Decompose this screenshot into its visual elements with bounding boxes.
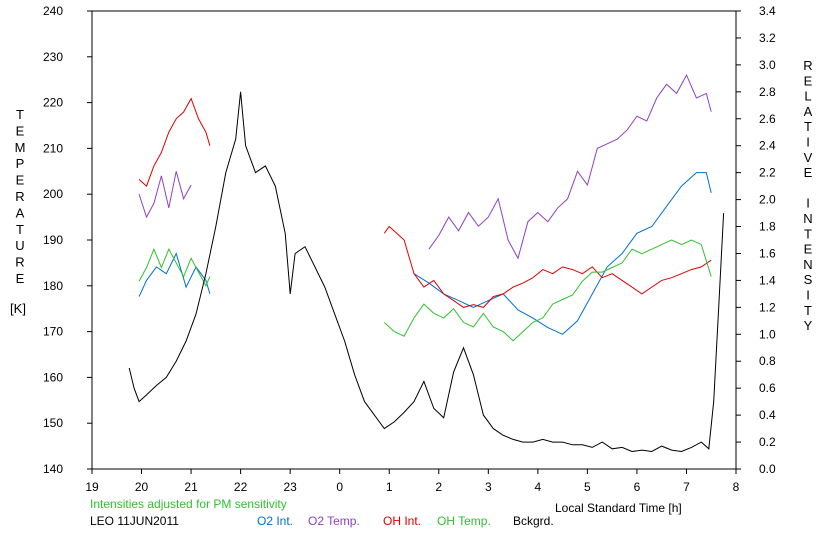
axis-label-letter: T [804,119,812,134]
legend-o2-temp: O2 Temp. [308,514,360,528]
y2-tick-label: 2.6 [759,112,776,126]
y2-tick-label: 0.4 [759,408,776,422]
axis-label-letter: T [16,222,24,237]
plot-frame [91,10,737,470]
series-line-oh-temp [138,247,211,287]
x-tick-label: 20 [135,480,149,494]
x-tick-label: 6 [634,480,641,494]
x-tick-label: 5 [584,480,591,494]
x-tick-label: 8 [733,480,740,494]
axis-label-letter: I [806,288,810,303]
legend-oh-int: OH Int. [383,514,421,528]
y-tick-label: 220 [43,96,63,110]
x-tick-label: 22 [234,480,248,494]
x-tick-label: 23 [283,480,297,494]
legend-o2-int: O2 Int. [257,514,293,528]
axis-label-letter: V [804,150,813,165]
axis-label-letter: I [806,135,810,150]
y-tick-label: 210 [43,141,63,155]
series-line-o2-temp [138,171,192,219]
axis-label-letter: E [804,242,813,257]
x-axis-label: Local Standard Time [h] [555,501,682,515]
axis-label-letter: S [804,272,813,287]
y2-tick-label: 1.0 [759,327,776,341]
y-tick-label: 240 [43,4,63,18]
y2-tick-label: 2.4 [759,139,776,153]
axis-label-letter: R [803,58,812,73]
axis-label-letter: Y [804,318,813,333]
axis-label-letter: N [803,257,812,272]
x-tick-label: 21 [184,480,198,494]
series-line-bckgrd [128,91,725,453]
axis-label-letter: R [15,255,24,270]
axis-label-letter: A [16,205,25,220]
axis-label-letter: E [16,123,25,138]
y-axis-unit: [K] [10,301,26,316]
y2-tick-label: 0.2 [759,435,776,449]
y2-tick-label: 2.8 [759,85,776,99]
axis-label-letter: M [15,140,26,155]
axis-label-letter: R [15,189,24,204]
axis-label-letter: E [804,165,813,180]
series-line-oh-int [138,97,211,187]
series-line-oh-int [383,225,712,308]
y-tick-label: 170 [43,325,63,339]
axis-label-letter: E [16,271,25,286]
y2-tick-label: 0.0 [759,462,776,476]
axis-label-letter: T [804,226,812,241]
legend-oh-temp: OH Temp. [437,514,491,528]
x-tick-label: 1 [386,480,393,494]
axis-label-letter: I [806,196,810,211]
y2-tick-label: 1.8 [759,220,776,234]
axis-label-letter: A [804,104,813,119]
legend-bckgrd: Bckgrd. [513,514,554,528]
axis-label-letter: T [804,303,812,318]
x-tick-label: 19 [85,480,99,494]
y-tick-label: 190 [43,233,63,247]
y-tick-label: 160 [43,370,63,384]
x-tick-label: 4 [535,480,542,494]
series-line-oh-temp [383,239,712,342]
y-tick-label: 230 [43,50,63,64]
axis-label-letter: E [16,173,25,188]
y2-tick-label: 2.0 [759,193,776,207]
y2-tick-label: 0.8 [759,354,776,368]
y-tick-label: 140 [43,462,63,476]
x-tick-label: 7 [683,480,690,494]
y2-tick-label: 3.0 [759,58,776,72]
axis-label-letter: T [16,107,24,122]
x-tick-label: 2 [435,480,442,494]
axis-label-letter: N [803,211,812,226]
x-tick-label: 0 [336,480,343,494]
axis-label-letter: L [804,89,811,104]
axis-label-letter: E [804,73,813,88]
x-tick-label: 3 [485,480,492,494]
station-label: LEO 11JUN2011 [90,514,179,528]
y2-tick-label: 3.2 [759,31,776,45]
y2-tick-label: 0.6 [759,381,776,395]
axis-label-letter: U [15,238,24,253]
series-line-o2-int [413,172,712,335]
pm-note: Intensities adjusted for PM sensitivity [90,497,287,511]
y2-tick-label: 1.2 [759,300,776,314]
axis-label-letter: P [16,156,25,171]
y2-tick-label: 3.4 [759,4,776,18]
y2-tick-label: 1.6 [759,246,776,260]
y2-tick-label: 1.4 [759,273,776,287]
series-line-o2-temp [428,73,712,260]
y-tick-label: 200 [43,187,63,201]
series-line-o2-int [138,252,211,297]
y2-tick-label: 2.2 [759,166,776,180]
y-tick-label: 150 [43,416,63,430]
y-tick-label: 180 [43,279,63,293]
